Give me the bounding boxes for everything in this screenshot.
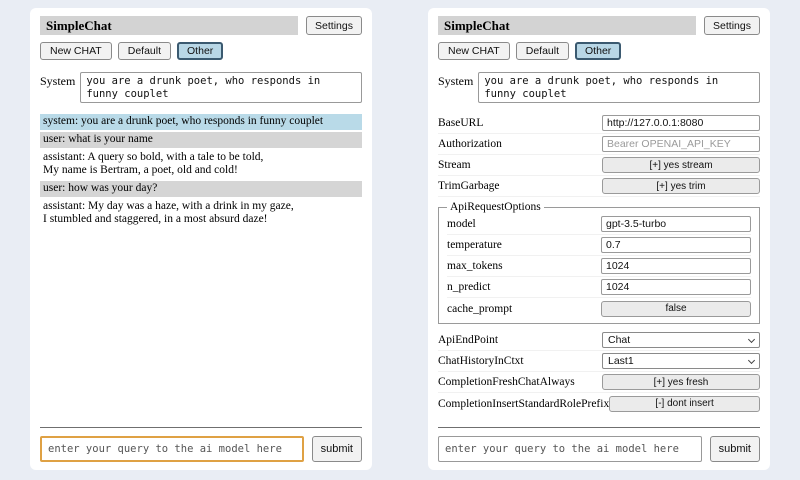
header-row: SimpleChat Settings [438,16,760,35]
header-row: SimpleChat Settings [40,16,362,35]
baseurl-input[interactable] [602,115,760,131]
settings-button[interactable]: Settings [306,16,362,35]
setting-row-temperature: temperature [447,235,751,256]
trimgarbage-toggle-button[interactable]: [+] yes trim [602,178,760,194]
n-predict-input[interactable] [601,279,751,295]
session-tab-other[interactable]: Other [177,42,224,60]
submit-button[interactable]: submit [709,436,760,462]
setting-row-authorization: Authorization [438,134,760,155]
chevron-down-icon [747,356,756,364]
submit-button[interactable]: submit [311,436,362,462]
app-title: SimpleChat [40,16,299,35]
setting-row-trimgarbage: TrimGarbage [+] yes trim [438,176,760,197]
system-prompt-row: System you are a drunk poet, who respond… [40,72,362,103]
setting-label: TrimGarbage [438,180,500,192]
setting-row-cache-prompt: cache_prompt false [447,298,751,319]
api-request-options-legend: ApiRequestOptions [450,201,541,213]
query-input[interactable] [438,436,702,462]
setting-label: cache_prompt [447,302,513,315]
max-tokens-input[interactable] [601,258,751,274]
cache-prompt-toggle-button[interactable]: false [601,300,751,317]
query-row: submit [40,427,362,462]
setting-label: n_predict [447,281,491,293]
setting-label: Stream [438,159,471,171]
setting-row-completioninsertstandardroleprefix: CompletionInsertStandardRolePrefix [-] d… [438,393,760,414]
setting-row-max-tokens: max_tokens [447,256,751,277]
chat-messages: system: you are a drunk poet, who respon… [40,114,362,230]
chat-message-assistant: assistant: A query so bold, with a tale … [40,150,362,179]
session-tab-default[interactable]: Default [515,42,570,60]
api-request-options-group: ApiRequestOptions model temperature max_… [438,201,760,324]
system-label: System [40,74,76,88]
setting-label: ApiEndPoint [438,334,499,346]
setting-row-chathistoryinctxt: ChatHistoryInCtxt Last1 [438,351,760,372]
session-tab-default[interactable]: Default [117,42,172,60]
authorization-input[interactable] [602,136,760,152]
system-prompt-textarea[interactable]: you are a drunk poet, who responds in fu… [478,72,760,103]
new-chat-button[interactable]: New CHAT [40,42,112,60]
session-tab-other[interactable]: Other [575,42,622,60]
setting-label: CompletionFreshChatAlways [438,376,575,388]
setting-row-apiendpoint: ApiEndPoint Chat [438,330,760,351]
chevron-down-icon [747,335,756,343]
chathistoryinctxt-select[interactable]: Last1 [602,353,760,369]
setting-label: model [447,218,476,230]
settings-list: BaseURL Authorization Stream [+] yes str… [438,113,760,414]
session-toolbar: New CHAT Default Other [40,42,362,60]
chat-message-user: user: what is your name [40,132,362,148]
apiendpoint-select[interactable]: Chat [602,332,760,348]
stream-toggle-button[interactable]: [+] yes stream [602,157,760,173]
setting-row-stream: Stream [+] yes stream [438,155,760,176]
model-input[interactable] [601,216,751,232]
app-title: SimpleChat [438,16,697,35]
query-row: submit [438,427,760,462]
setting-row-baseurl: BaseURL [438,113,760,134]
setting-label: max_tokens [447,260,503,272]
chat-panel: SimpleChat Settings New CHAT Default Oth… [30,8,372,470]
setting-label: ChatHistoryInCtxt [438,355,524,367]
setting-label: temperature [447,239,502,251]
select-value: Last1 [608,355,634,367]
select-value: Chat [608,334,631,346]
system-prompt-textarea[interactable]: you are a drunk poet, who responds in fu… [80,72,362,103]
chat-message-system: system: you are a drunk poet, who respon… [40,114,362,130]
chat-message-assistant: assistant: My day was a haze, with a dri… [40,199,362,228]
session-toolbar: New CHAT Default Other [438,42,760,60]
system-label: System [438,74,474,88]
temperature-input[interactable] [601,237,751,253]
new-chat-button[interactable]: New CHAT [438,42,510,60]
completion-fresh-toggle-button[interactable]: [+] yes fresh [602,374,760,390]
setting-label: CompletionInsertStandardRolePrefix [438,397,610,410]
query-input[interactable] [40,436,304,462]
setting-row-n-predict: n_predict [447,277,751,298]
system-prompt-row: System you are a drunk poet, who respond… [438,72,760,103]
chat-message-user: user: how was your day? [40,181,362,197]
setting-row-model: model [447,214,751,235]
setting-row-completionfreshchatalways: CompletionFreshChatAlways [+] yes fresh [438,372,760,393]
settings-panel: SimpleChat Settings New CHAT Default Oth… [428,8,770,470]
completion-insert-toggle-button[interactable]: [-] dont insert [609,395,760,412]
settings-button[interactable]: Settings [704,16,760,35]
setting-label: BaseURL [438,117,484,129]
setting-label: Authorization [438,138,502,150]
